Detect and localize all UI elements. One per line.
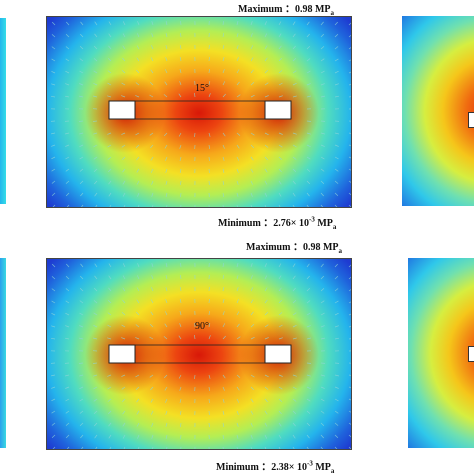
bottom-minimum-label: Minimum ：2.38× 10-3 MPa bbox=[216, 458, 334, 475]
right-crop-field bbox=[402, 16, 474, 206]
left-crop-field bbox=[0, 18, 6, 204]
field-arrow bbox=[209, 157, 210, 161]
right-crop-field bbox=[408, 258, 474, 448]
bottom-stress-field bbox=[47, 259, 351, 449]
top-maximum-label: Maximum ：0.98 MPa bbox=[238, 0, 334, 17]
field-arrow bbox=[79, 121, 83, 122]
field-arrow bbox=[79, 363, 83, 364]
right-hole bbox=[265, 345, 291, 363]
top-angle-label: 15° bbox=[195, 83, 209, 94]
left-crop-panel-bottom bbox=[0, 258, 6, 448]
field-arrow bbox=[181, 263, 182, 267]
left-hole bbox=[109, 345, 135, 363]
field-arrow bbox=[307, 121, 311, 122]
bottom-angle-label: 90° bbox=[195, 321, 209, 332]
right-hole bbox=[265, 101, 291, 119]
left-crop-panel-top bbox=[0, 18, 6, 204]
hole-marker bbox=[468, 112, 474, 128]
field-arrow bbox=[195, 375, 196, 379]
bottom-stress-field-panel: 90° bbox=[46, 258, 352, 450]
field-arrow bbox=[93, 363, 97, 364]
top-stress-field bbox=[47, 17, 351, 207]
right-crop-panel-top bbox=[402, 16, 474, 206]
right-crop-panel-bottom bbox=[408, 258, 474, 448]
field-arrow bbox=[195, 133, 196, 137]
field-arrow bbox=[181, 435, 182, 439]
field-arrow bbox=[209, 57, 210, 61]
left-crop-field bbox=[0, 258, 6, 448]
field-arrow bbox=[181, 21, 182, 25]
hole-marker bbox=[468, 346, 474, 362]
field-arrow bbox=[307, 363, 311, 364]
top-minimum-label: Minimum ：2.76× 10-3 MPa bbox=[218, 214, 336, 231]
left-hole bbox=[109, 101, 135, 119]
field-arrow bbox=[209, 399, 210, 403]
bottom-maximum-label: Maximum ：0.98 MPa bbox=[246, 238, 342, 255]
field-arrow bbox=[181, 193, 182, 197]
top-stress-field-panel: 15° bbox=[46, 16, 352, 208]
field-arrow bbox=[209, 299, 210, 303]
field-arrow bbox=[93, 121, 97, 122]
